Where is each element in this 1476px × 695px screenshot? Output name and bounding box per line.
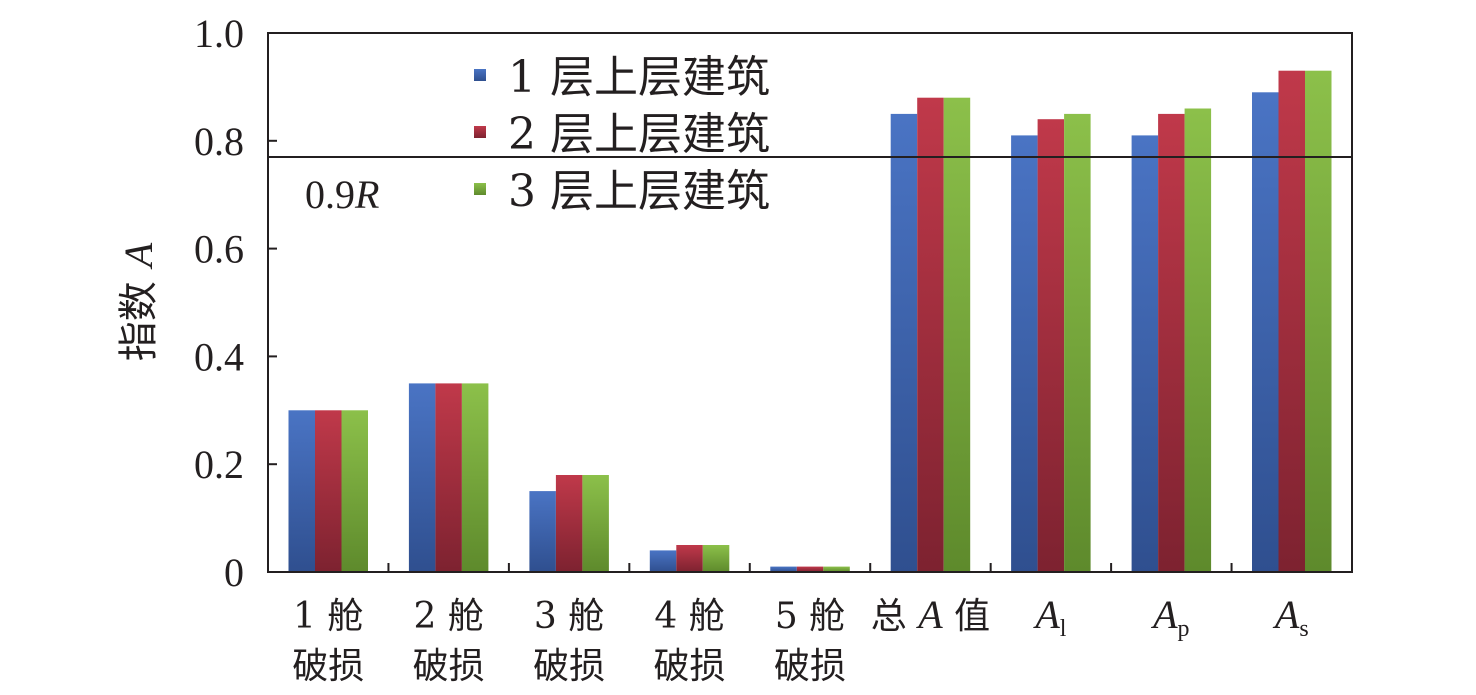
x-tick-label: Ap — [1150, 592, 1189, 642]
legend-label-series3: 3 层上层建筑 — [508, 166, 770, 217]
legend: 1 层上层建筑 2 层上层建筑 3 层上层建筑 — [474, 52, 770, 217]
bar-series1-cat9 — [1252, 92, 1279, 573]
legend-label-series2: 2 层上层建筑 — [508, 109, 770, 160]
bar-series3-cat6 — [943, 97, 971, 572]
y-tick-label: 0.8 — [194, 119, 244, 164]
bar-series3-cat5 — [823, 566, 850, 572]
bar-series1-cat2 — [408, 383, 436, 572]
x-tick-label: 5 舱 — [775, 596, 845, 637]
reference-line-label-number: 0.9 — [305, 172, 355, 217]
bar-series1-cat1 — [288, 410, 315, 572]
bar-series3-cat8 — [1184, 108, 1212, 572]
plot-frame — [267, 32, 1353, 573]
bar-series3-cat9 — [1305, 70, 1332, 572]
x-tick-label-line2: 破损 — [413, 646, 485, 687]
x-tick-label: 1 舱 — [293, 596, 363, 637]
bar-series2-cat5 — [796, 566, 824, 572]
y-axis-label-variable: A — [116, 242, 161, 270]
x-tick-label-line2: 破损 — [533, 646, 605, 687]
bar-series3-cat1 — [341, 410, 368, 572]
x-tick-label: As — [1272, 592, 1309, 642]
x-tick-label: 2 舱 — [413, 596, 483, 637]
bar-series1-cat5 — [770, 566, 797, 572]
bar-series2-cat2 — [435, 383, 462, 572]
y-axis-label: 指数 A — [116, 242, 162, 361]
y-tick-label: 0.6 — [194, 227, 244, 272]
bar-series2-cat4 — [676, 545, 703, 572]
bar-series1-cat7 — [1011, 135, 1038, 572]
bar-series2-cat7 — [1037, 119, 1065, 572]
bar-series2-cat8 — [1158, 113, 1185, 573]
bar-series1-cat8 — [1131, 135, 1159, 572]
x-tick-label-line2: 破损 — [654, 646, 726, 687]
bar-series3-cat3 — [582, 475, 609, 572]
legend-swatch-series3 — [474, 183, 486, 195]
bar-series2-cat1 — [315, 410, 342, 572]
y-tick-label: 0.4 — [194, 334, 244, 379]
legend-swatch-series1 — [474, 69, 486, 81]
y-axis-label-text: 指数 — [116, 281, 162, 361]
bar-series2-cat3 — [555, 475, 583, 572]
x-tick-label: 总 A 值 — [871, 592, 990, 637]
legend-swatch-series2 — [474, 126, 486, 138]
y-tick-label: 0.2 — [194, 442, 244, 487]
reference-line-label-variable: R — [354, 172, 379, 217]
legend-label-series1: 1 层上层建筑 — [508, 52, 770, 103]
x-tick-label: 4 舱 — [654, 596, 724, 637]
x-tick-label: Al — [1032, 592, 1066, 642]
bar-series1-cat4 — [649, 550, 677, 572]
reference-line-label: 0.9R — [305, 172, 379, 217]
x-tick-label: 3 舱 — [534, 596, 604, 637]
bar-series2-cat6 — [917, 97, 944, 572]
ticks-group: 0 0.2 0.4 0.6 0.8 1.0 — [194, 11, 1233, 595]
bar-series2-cat9 — [1278, 70, 1305, 572]
bar-series1-cat6 — [890, 113, 918, 573]
bar-series3-cat7 — [1064, 113, 1091, 573]
x-tick-label-line2: 破损 — [292, 646, 364, 687]
bar-series1-cat3 — [529, 491, 556, 572]
y-tick-label: 0 — [224, 550, 244, 595]
bars-group — [288, 70, 1332, 573]
x-tick-label-line2: 破损 — [774, 646, 846, 687]
bar-series3-cat4 — [702, 545, 730, 572]
y-tick-label: 1.0 — [194, 11, 244, 56]
bar-series3-cat2 — [461, 383, 489, 572]
